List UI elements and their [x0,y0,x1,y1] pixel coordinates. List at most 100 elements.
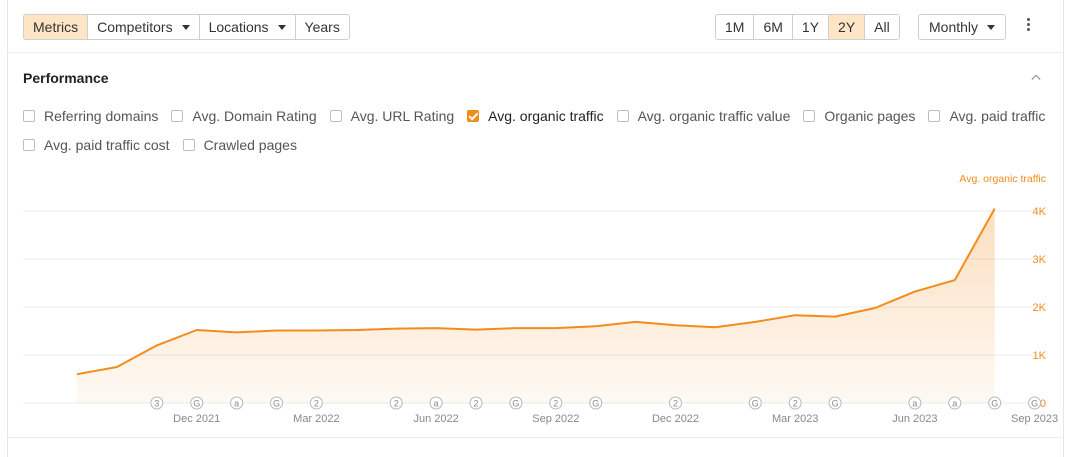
event-marker-label: 2 [553,399,558,409]
event-marker[interactable] [270,396,283,410]
range-2y[interactable]: 2Y [829,15,866,39]
event-marker-label: G [1031,399,1038,409]
x-tick-label: Sep 2022 [532,413,579,425]
event-marker-label: G [592,399,599,409]
event-marker[interactable] [748,396,762,410]
chevron-down-icon [277,24,286,30]
metric-label: Crawled pages [203,137,297,153]
data-point[interactable] [712,324,718,330]
data-point[interactable] [752,319,758,325]
tab-locations[interactable]: Locations [199,15,296,39]
interval-dropdown[interactable]: Monthly [918,14,1007,40]
data-point[interactable] [74,371,80,377]
range-all[interactable]: All [865,15,899,39]
event-marker[interactable] [230,396,244,410]
event-marker[interactable] [828,396,842,410]
metric-organic-pages[interactable]: Organic pages [803,108,915,124]
checkbox[interactable] [329,110,342,122]
section-title: Performance [23,70,109,86]
event-marker[interactable] [190,396,204,410]
x-tick-label: Dec 2022 [652,413,699,425]
data-point[interactable] [274,328,280,334]
event-marker[interactable] [908,396,922,410]
event-marker-label: 2 [473,399,478,409]
range-6m[interactable]: 6M [754,15,793,39]
checkbox[interactable] [928,110,941,122]
metric-crawled-pages[interactable]: Crawled pages [182,137,297,153]
event-marker[interactable] [150,396,164,410]
tab-locations-label: Locations [208,19,269,35]
y-tick-label: 2K [1033,302,1047,314]
data-point[interactable] [513,325,519,331]
checkbox-checked[interactable] [467,110,480,122]
data-point[interactable] [673,322,679,328]
data-point[interactable] [952,277,958,283]
data-point[interactable] [872,305,878,311]
data-point[interactable] [633,319,639,325]
event-marker[interactable] [788,396,802,410]
data-point[interactable] [353,327,359,333]
event-marker-label: G [512,399,519,409]
data-point[interactable] [992,206,998,212]
event-marker-label: 2 [793,399,798,409]
event-marker-label: a [952,399,957,409]
metric-referring-domains[interactable]: Referring domains [23,108,158,124]
data-point[interactable] [313,328,319,334]
metric-avg-paid-traffic-cost[interactable]: Avg. paid traffic cost [23,137,170,153]
more-options-icon[interactable] [1023,16,1033,36]
divider [7,437,1062,438]
event-marker[interactable] [988,396,1002,410]
data-point[interactable] [473,327,479,333]
tab-competitors[interactable]: Competitors [88,15,200,39]
event-marker[interactable] [389,396,403,410]
event-marker-label: 3 [154,399,159,409]
range-1y[interactable]: 1Y [792,15,830,39]
metric-avg-domain-rating[interactable]: Avg. Domain Rating [171,108,317,124]
event-marker[interactable] [589,396,603,410]
event-marker[interactable] [429,396,443,410]
y-tick-label: 3K [1033,254,1047,266]
checkbox[interactable] [182,139,195,151]
event-marker-label: 2 [673,399,678,409]
metric-label: Avg. Domain Rating [192,108,317,124]
data-point[interactable] [553,325,559,331]
data-point[interactable] [154,342,160,348]
chevron-down-icon [987,24,996,30]
event-marker[interactable] [469,396,483,410]
toolbar [7,0,1062,53]
metric-avg-paid-traffic[interactable]: Avg. paid traffic [928,108,1045,124]
tab-years[interactable]: Years [295,15,349,39]
metric-avg-organic-traffic[interactable]: Avg. organic traffic [467,108,604,124]
event-marker[interactable] [1028,396,1042,410]
tab-metrics[interactable]: Metrics [24,15,89,39]
checkbox[interactable] [23,110,35,122]
data-point[interactable] [194,327,200,333]
chevron-up-icon[interactable] [1031,72,1041,82]
event-marker[interactable] [669,396,682,410]
metric-avg-organic-traffic-value[interactable]: Avg. organic traffic value [616,108,790,124]
data-point[interactable] [593,323,599,329]
event-marker[interactable] [948,396,962,410]
data-point[interactable] [234,329,240,335]
checkbox[interactable] [803,110,816,122]
data-point[interactable] [393,326,399,332]
data-point[interactable] [433,325,439,331]
metric-avg-url-rating[interactable]: Avg. URL Rating [329,108,454,124]
checkbox[interactable] [171,110,184,122]
event-marker[interactable] [509,396,523,410]
data-point[interactable] [912,289,918,295]
checkbox[interactable] [616,110,629,122]
data-point[interactable] [114,364,120,370]
data-point[interactable] [832,314,838,320]
event-marker-label: a [434,399,439,409]
range-selector: 1M 6M 1Y 2Y All [715,14,900,40]
event-marker-label: G [991,399,998,409]
checkbox[interactable] [23,139,35,151]
data-point[interactable] [792,312,798,318]
tab-competitors-label: Competitors [97,19,173,35]
event-marker[interactable] [309,396,323,410]
range-1m[interactable]: 1M [716,15,755,39]
interval-label: Monthly [929,19,979,35]
event-marker[interactable] [549,396,563,410]
event-marker-label: G [832,399,839,409]
